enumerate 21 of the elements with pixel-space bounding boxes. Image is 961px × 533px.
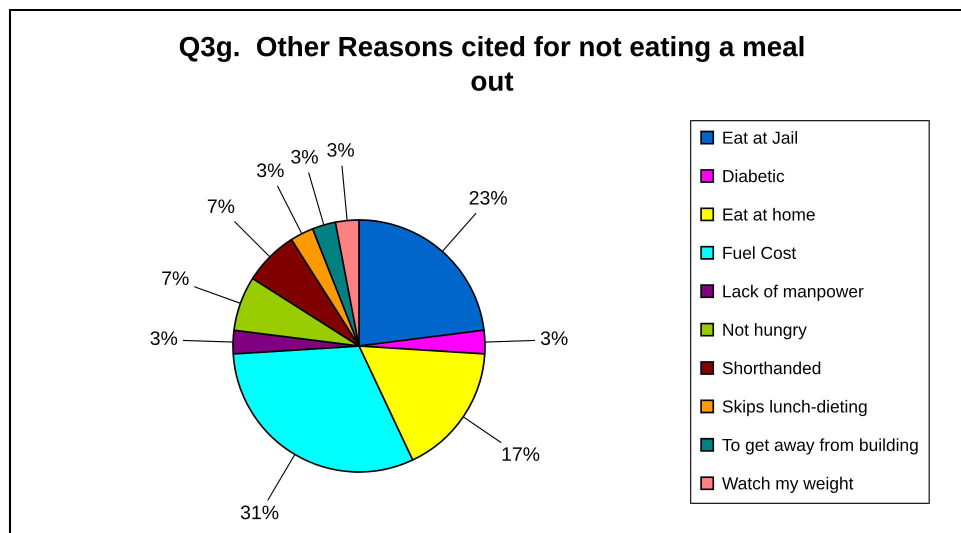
data-label: 17%: [502, 447, 540, 461]
data-label: 7%: [162, 271, 189, 285]
legend-label: Eat at Jail: [723, 131, 798, 144]
data-label: 3%: [291, 150, 318, 164]
chart-title: Q3g. Other Reasons cited for not eating a meal out: [180, 36, 804, 91]
data-label: 31%: [240, 506, 278, 520]
data-label: 23%: [470, 190, 507, 205]
data-label: 3%: [257, 163, 284, 178]
legend-label: Shorthanded: [722, 362, 820, 374]
legend-label: Fuel Cost: [723, 246, 796, 260]
data-label: 3%: [540, 331, 568, 346]
legend-label: To get away from building: [722, 438, 918, 455]
legend-label: Skips lunch-dieting: [722, 400, 867, 416]
legend-label: Lack of manpower: [723, 284, 864, 301]
data-label: 7%: [208, 199, 234, 214]
data-label: 3%: [150, 331, 178, 346]
legend-label: Not hungry: [723, 323, 807, 340]
legend-label: Watch my weight: [722, 476, 854, 493]
data-label: 3%: [327, 143, 354, 157]
legend-label: Eat at home: [723, 208, 815, 221]
legend-label: Diabetic: [723, 169, 784, 182]
